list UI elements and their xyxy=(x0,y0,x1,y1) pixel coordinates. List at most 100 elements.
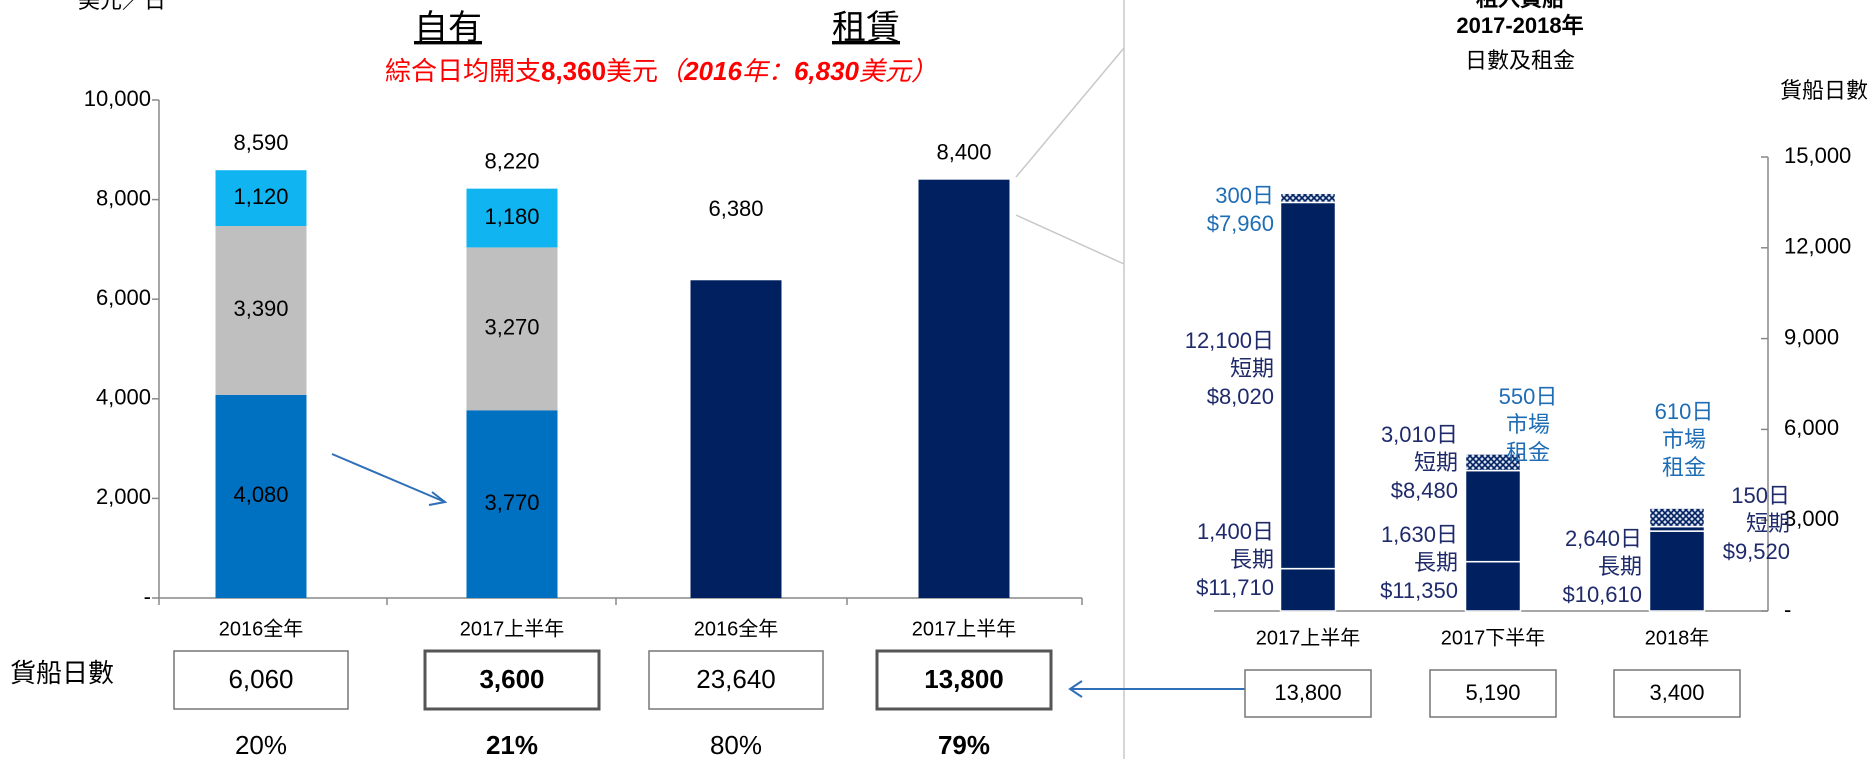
subtitle-part: （ xyxy=(658,56,689,86)
x-tick-label: 2017上半年 xyxy=(912,617,1017,640)
bar-segment xyxy=(1464,469,1522,563)
days-value: 3,600 xyxy=(479,664,544,694)
annotation-rate: $11,350 xyxy=(1380,578,1458,603)
x-tick-label: 2016全年 xyxy=(219,617,304,640)
x-tick-label: 2017上半年 xyxy=(460,617,565,640)
bar-segment xyxy=(918,179,1010,598)
subtitle-part: 年： xyxy=(742,56,794,86)
y2-tick-label: 15,000 xyxy=(1784,143,1851,168)
x-tick-label: 2018年 xyxy=(1645,626,1710,649)
annotation-rate: $10,610 xyxy=(1562,582,1642,607)
subtitle-part: 8,360 xyxy=(541,56,606,86)
y2-tick-label: 3,000 xyxy=(1784,506,1839,531)
y-axis-label: 美元／日 xyxy=(78,0,166,13)
value-label: 4,080 xyxy=(233,482,288,507)
annotation-name: 長期 xyxy=(1414,550,1458,575)
y-tick-label: - xyxy=(144,584,151,609)
bar-segment xyxy=(215,394,307,598)
annotation-name: 短期 xyxy=(1230,356,1274,381)
days-value: 5,190 xyxy=(1465,680,1520,705)
subtitle: 綜合日均開支8,360美元（2016年：6,830美元） xyxy=(385,56,937,86)
subtitle-part: 美元 xyxy=(606,56,658,86)
days-value: 23,640 xyxy=(696,664,776,694)
value-label: 1,180 xyxy=(484,204,539,229)
days-box xyxy=(648,650,824,710)
bar-segment xyxy=(1279,567,1337,612)
y-tick-label: 10,000 xyxy=(84,86,151,111)
days-value: 6,060 xyxy=(228,664,293,694)
subtitle-part: 美元） xyxy=(859,56,937,86)
value-label: 3,270 xyxy=(484,315,539,340)
bar-segment xyxy=(466,247,558,411)
annotation-rate: $8,020 xyxy=(1207,384,1274,409)
days-value: 13,800 xyxy=(924,664,1004,694)
annotation-name: 短期 xyxy=(1746,511,1790,536)
value-label: 3,390 xyxy=(233,296,288,321)
right-title: 租入貨船 xyxy=(1476,0,1564,11)
days-box xyxy=(423,649,601,711)
arrow-head xyxy=(428,491,448,506)
annotation-name: 市場 xyxy=(1506,412,1550,437)
value-label: 1,120 xyxy=(233,184,288,209)
y2-tick-label: 6,000 xyxy=(1784,415,1839,440)
annotation-name: 長期 xyxy=(1230,547,1274,572)
subtitle-part: 2016 xyxy=(683,56,742,86)
annotation-days: 550日 xyxy=(1499,384,1558,409)
group-label: 租賃 xyxy=(832,9,900,47)
annotation-days: 12,100日 xyxy=(1185,328,1274,353)
annotation-rate: $9,520 xyxy=(1723,539,1790,564)
days-box xyxy=(173,650,349,710)
annotation-name: 市場 xyxy=(1662,427,1706,452)
bar-segment xyxy=(690,280,782,598)
y-tick-label: 6,000 xyxy=(96,285,151,310)
y2-axis-label: 貨船日數 xyxy=(1780,78,1868,103)
annotation-rate: $7,960 xyxy=(1207,211,1274,236)
share-label: 21% xyxy=(486,730,538,759)
right-title: 2017-2018年 xyxy=(1456,13,1583,38)
y2-tick-label: 9,000 xyxy=(1784,324,1839,349)
share-label: 79% xyxy=(938,730,990,759)
total-label: 8,400 xyxy=(936,139,991,164)
annotation-name: 短期 xyxy=(1414,450,1458,475)
bar-segment xyxy=(1648,507,1706,528)
days-value: 3,400 xyxy=(1649,680,1704,705)
bar-segment xyxy=(1279,192,1337,204)
bar-segment xyxy=(1464,453,1522,472)
bar-segment xyxy=(466,410,558,598)
days-value: 13,800 xyxy=(1274,680,1341,705)
annotation-name: 長期 xyxy=(1598,554,1642,579)
value-label: 3,770 xyxy=(484,490,539,515)
y2-tick-label: - xyxy=(1784,597,1791,622)
annotation-days: 1,400日 xyxy=(1197,519,1274,544)
annotation-rate: $8,480 xyxy=(1391,478,1458,503)
y-tick-label: 4,000 xyxy=(96,385,151,410)
bar-segment xyxy=(215,170,307,226)
annotation-days: 300日 xyxy=(1215,183,1274,208)
link-arrow xyxy=(1068,680,1262,698)
x-tick-label: 2017上半年 xyxy=(1256,626,1361,649)
bar-segment xyxy=(1464,560,1522,612)
subtitle-part: 綜合日均開支 xyxy=(385,56,541,86)
bar-segment xyxy=(215,225,307,395)
subtitle-part: 6,830 xyxy=(794,56,860,86)
group-label: 自有 xyxy=(414,9,482,47)
annotation-days: 610日 xyxy=(1655,399,1714,424)
days-row-label: 貨船日數 xyxy=(10,658,114,688)
bar-segment xyxy=(1279,201,1337,570)
annotation-days: 1,630日 xyxy=(1381,522,1458,547)
arrow xyxy=(331,453,446,503)
days-box xyxy=(1613,669,1741,718)
callout xyxy=(1015,47,1125,265)
x-tick-label: 2016全年 xyxy=(694,617,779,640)
total-label: 8,590 xyxy=(233,130,288,155)
annotation-days: 150日 xyxy=(1731,483,1790,508)
bar-segment xyxy=(466,188,558,248)
right-title: 日數及租金 xyxy=(1465,48,1575,73)
y-tick-label: 8,000 xyxy=(96,185,151,210)
share-label: 20% xyxy=(235,730,287,759)
total-label: 6,380 xyxy=(708,196,763,221)
annotation-days: 3,010日 xyxy=(1381,422,1458,447)
annotation-rate: $11,710 xyxy=(1196,575,1274,600)
x-tick-label: 2017下半年 xyxy=(1441,626,1546,649)
total-label: 8,220 xyxy=(484,148,539,173)
